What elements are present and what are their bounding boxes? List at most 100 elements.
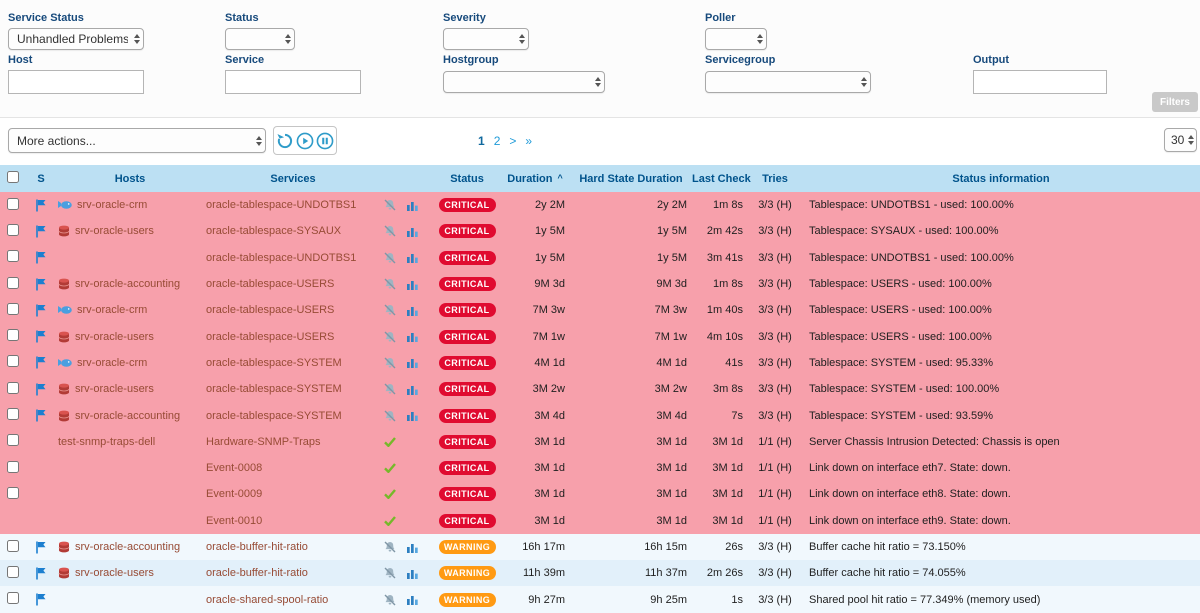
row-checkbox[interactable] (7, 539, 19, 552)
status-badge: CRITICAL (438, 487, 496, 502)
host-input[interactable] (8, 70, 144, 94)
pagination-page[interactable]: » (525, 134, 533, 148)
chart-icon[interactable] (407, 568, 418, 579)
table-row: test-snmp-traps-dell Hardware-SNMP-Traps… (0, 428, 1200, 455)
severity-select[interactable] (443, 28, 529, 50)
row-checkbox[interactable] (7, 197, 19, 210)
column-header-duration[interactable]: Duration ^ (500, 173, 570, 185)
flag-icon (36, 225, 46, 238)
host-link[interactable]: srv-oracle-accounting (75, 278, 181, 291)
host-link[interactable]: srv-oracle-crm (77, 356, 148, 369)
service-link[interactable]: oracle-tablespace-USERS (206, 330, 335, 343)
host-link[interactable]: srv-oracle-crm (77, 304, 148, 317)
service-status-select[interactable]: Unhandled Problems (8, 28, 144, 50)
output-input[interactable] (973, 70, 1107, 94)
refresh-icon[interactable] (276, 132, 294, 150)
column-header-status[interactable]: Status (450, 172, 484, 185)
tries-value: 3/3 (H) (758, 304, 792, 317)
row-flag-cell (26, 383, 56, 396)
host-link[interactable]: srv-oracle-users (75, 225, 154, 238)
row-status-cell: CRITICAL (434, 487, 500, 502)
pause-icon[interactable] (316, 132, 334, 150)
row-status-cell: CRITICAL (434, 198, 500, 213)
service-link[interactable]: oracle-tablespace-USERS (206, 304, 335, 317)
chart-icon[interactable] (407, 226, 418, 237)
row-checkbox[interactable] (7, 486, 19, 499)
row-checkbox[interactable] (7, 250, 19, 263)
row-icons-cell (382, 199, 434, 211)
servicegroup-select[interactable] (705, 71, 871, 93)
page-size-select[interactable]: 30 (1164, 128, 1197, 152)
column-header-services[interactable]: Services (270, 172, 316, 185)
chart-icon[interactable] (407, 252, 418, 264)
chart-icon[interactable] (407, 305, 418, 316)
chart-icon[interactable] (407, 410, 418, 422)
chart-icon[interactable] (407, 384, 418, 395)
chart-icon[interactable] (407, 594, 418, 606)
chart-icon[interactable] (407, 357, 418, 369)
chart-icon[interactable] (407, 331, 418, 343)
row-checkbox[interactable] (7, 434, 19, 447)
status-select[interactable] (225, 28, 295, 50)
service-input[interactable] (225, 70, 361, 94)
last-check-value: 7s (731, 409, 743, 422)
duration-value: 9M 3d (534, 278, 565, 291)
row-checkbox[interactable] (7, 276, 19, 289)
service-link[interactable]: oracle-buffer-hit-ratio (206, 567, 308, 580)
service-link[interactable]: oracle-tablespace-SYSTEM (206, 356, 342, 369)
host-link[interactable]: srv-oracle-users (75, 330, 154, 343)
hostgroup-select[interactable] (443, 71, 605, 93)
service-link[interactable]: oracle-shared-spool-ratio (206, 593, 329, 606)
status-badge: CRITICAL (438, 277, 496, 292)
service-link[interactable]: Event-0010 (206, 514, 263, 527)
table-row: srv-oracle-accounting oracle-buffer-hit-… (0, 533, 1200, 561)
chart-icon[interactable] (407, 542, 418, 553)
service-link[interactable]: oracle-tablespace-USERS (206, 278, 335, 291)
row-checkbox[interactable] (7, 355, 19, 368)
service-link[interactable]: Event-0009 (206, 488, 263, 501)
service-link[interactable]: oracle-tablespace-UNDOTBS1 (206, 251, 357, 264)
column-header-tries[interactable]: Tries (762, 172, 788, 185)
row-checkbox[interactable] (7, 592, 19, 605)
pagination-page[interactable]: 2 (493, 134, 501, 148)
pagination-page-current[interactable]: 1 (478, 134, 485, 148)
host-link[interactable]: srv-oracle-crm (77, 199, 148, 212)
column-header-last-check[interactable]: Last Check (692, 172, 751, 185)
column-header-hard-state-duration[interactable]: Hard State Duration (579, 172, 683, 185)
flag-icon (36, 409, 46, 422)
filters-button[interactable]: Filters (1152, 92, 1198, 112)
row-checkbox[interactable] (7, 329, 19, 342)
chart-icon[interactable] (407, 279, 418, 290)
service-link[interactable]: oracle-tablespace-SYSTEM (206, 383, 342, 396)
column-header-status-information[interactable]: Status information (952, 172, 1050, 185)
play-icon[interactable] (296, 132, 314, 150)
select-all-checkbox[interactable] (7, 171, 19, 183)
more-actions-select[interactable]: More actions... (8, 128, 266, 153)
service-link[interactable]: Event-0008 (206, 462, 263, 475)
host-link[interactable]: srv-oracle-accounting (75, 409, 181, 422)
service-link[interactable]: oracle-tablespace-SYSAUX (206, 225, 342, 238)
host-link[interactable]: srv-oracle-users (75, 383, 154, 396)
row-checkbox[interactable] (7, 381, 19, 394)
column-header-hosts[interactable]: Hosts (114, 172, 146, 185)
row-checkbox[interactable] (7, 565, 19, 578)
row-flag-cell (26, 356, 56, 369)
pagination-page[interactable]: > (509, 134, 517, 148)
row-checkbox[interactable] (7, 302, 19, 315)
chart-icon[interactable] (407, 200, 418, 211)
row-checkbox[interactable] (7, 408, 19, 421)
service-link[interactable]: oracle-tablespace-UNDOTBS1 (206, 199, 357, 212)
hard-state-duration-value: 1y 5M (657, 251, 687, 264)
row-status-cell: CRITICAL (434, 461, 500, 476)
poller-select[interactable] (705, 28, 767, 50)
service-label: Service (225, 54, 265, 66)
host-link[interactable]: srv-oracle-users (75, 567, 154, 580)
row-checkbox[interactable] (7, 223, 19, 236)
host-link[interactable]: test-snmp-traps-dell (58, 435, 156, 448)
host-link[interactable]: srv-oracle-accounting (75, 541, 181, 553)
service-link[interactable]: Hardware-SNMP-Traps (206, 435, 321, 448)
row-checkbox-cell (7, 486, 19, 502)
service-link[interactable]: oracle-buffer-hit-ratio (206, 541, 308, 553)
row-checkbox[interactable] (7, 460, 19, 473)
service-link[interactable]: oracle-tablespace-SYSTEM (206, 409, 342, 422)
